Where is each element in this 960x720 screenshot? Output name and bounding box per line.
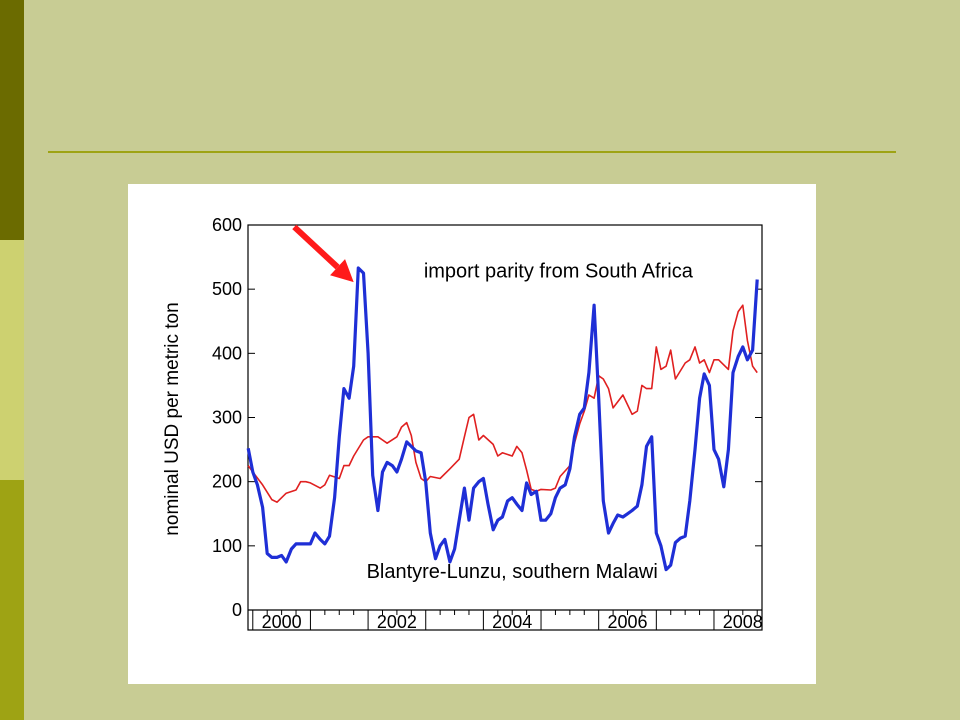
y-tick-label: 0 bbox=[232, 600, 242, 620]
side-accent-bar-top bbox=[0, 0, 24, 240]
series-line-0 bbox=[247, 304, 758, 503]
chart-panel: 0 100 200 300 400 500 600 2000 2002 2004 2006 2008 … bbox=[128, 184, 816, 684]
y-tick-label: 500 bbox=[212, 279, 242, 299]
series-annotation-label: Blantyre-Lunzu, southern Malawi bbox=[367, 561, 658, 583]
y-tick-label: 400 bbox=[212, 343, 242, 363]
y-axis-label: nominal USD per metric ton bbox=[162, 302, 183, 535]
y-tick-label: 600 bbox=[212, 215, 242, 235]
series-lines bbox=[246, 266, 759, 572]
title-divider bbox=[48, 151, 896, 153]
x-tick-label: 2002 bbox=[377, 612, 417, 632]
side-accent-bar-bottom bbox=[0, 480, 24, 720]
side-accent-bar-middle bbox=[0, 240, 24, 480]
series-annotation-label: import parity from South Africa bbox=[424, 261, 694, 283]
x-tick-label: 2008 bbox=[723, 612, 763, 632]
arrow-shaft bbox=[292, 224, 340, 270]
x-tick-label: 2004 bbox=[492, 612, 532, 632]
x-tick-label: 2000 bbox=[262, 612, 302, 632]
y-tick-label: 300 bbox=[212, 408, 242, 428]
y-tick-label: 200 bbox=[212, 472, 242, 492]
arrow-head bbox=[330, 259, 354, 283]
annotations: import parity from South Africa Blantyre-… bbox=[292, 224, 694, 583]
plot-frame bbox=[247, 224, 763, 631]
series-line-1 bbox=[246, 266, 759, 572]
y-tick-label: 100 bbox=[212, 536, 242, 556]
x-tick-label: 2006 bbox=[607, 612, 647, 632]
axes: 0 100 200 300 400 500 600 2000 2002 2004 2006 2008 bbox=[212, 215, 763, 632]
